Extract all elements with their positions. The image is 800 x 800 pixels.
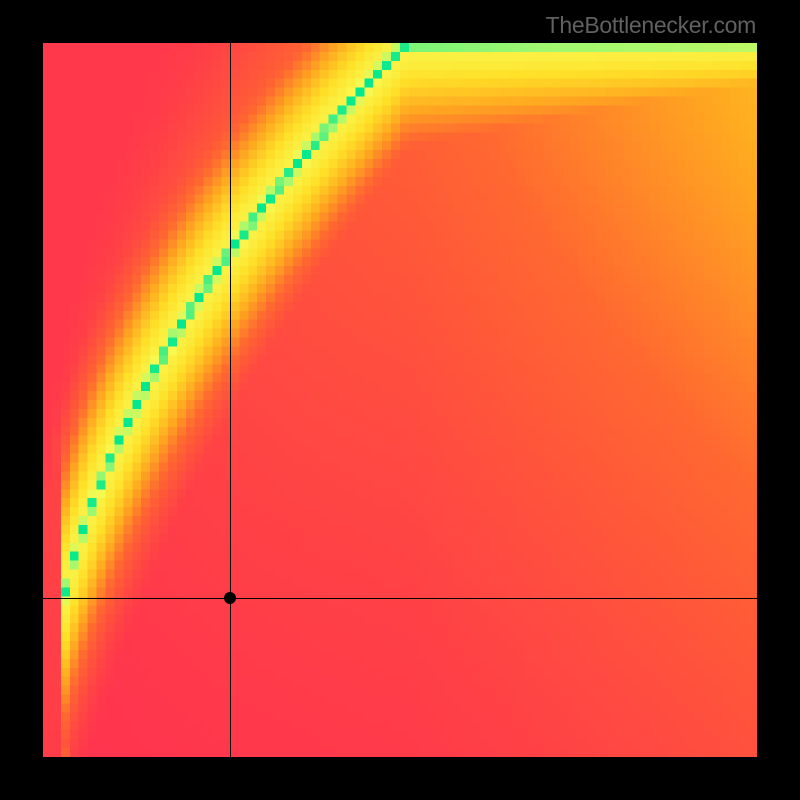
heatmap-plot-area [43, 43, 757, 757]
watermark-text: TheBottlenecker.com [546, 12, 756, 39]
outer-frame: TheBottlenecker.com [0, 0, 800, 800]
heatmap-canvas [43, 43, 757, 757]
crosshair-vertical [230, 43, 231, 757]
crosshair-horizontal [43, 598, 757, 599]
